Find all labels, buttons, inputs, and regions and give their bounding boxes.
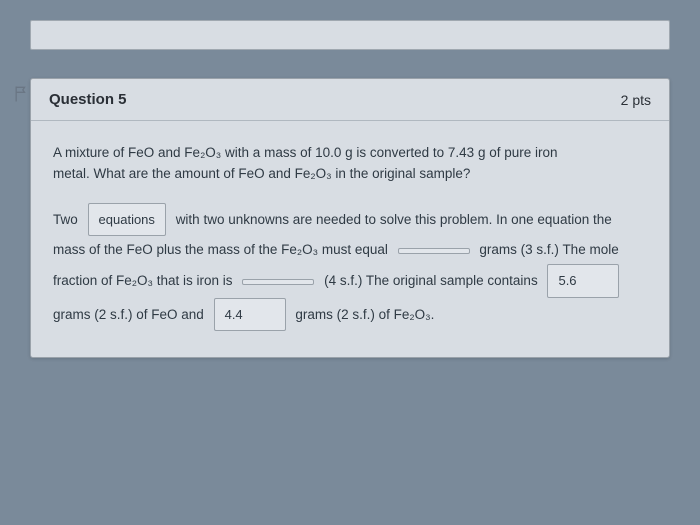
flag-icon[interactable]	[12, 84, 32, 109]
blank-5[interactable]: 4.4	[214, 298, 286, 331]
flow-text: (4 s.f.) The original sample contains	[324, 273, 538, 288]
question-header: Question 5 2 pts	[31, 79, 669, 121]
question-number: Question 5	[49, 91, 127, 108]
question-card: Question 5 2 pts A mixture of FeO and Fe…	[30, 78, 670, 358]
blank-1[interactable]: equations	[88, 203, 166, 236]
stem-line-2: metal. What are the amount of FeO and Fe…	[53, 166, 470, 181]
flow-text: with two unknowns are needed to solve th…	[176, 212, 508, 227]
previous-question-box	[30, 20, 670, 50]
blank-2[interactable]	[398, 248, 470, 254]
flow-text: grams (2	[53, 307, 106, 322]
flow-text: s.f.) of FeO and	[110, 307, 204, 322]
flow-text: grams (2 s.f.) of Fe₂O₃.	[295, 307, 434, 322]
blank-3[interactable]	[242, 279, 314, 285]
fill-in-flow: Two equations with two unknowns are need…	[53, 212, 625, 322]
question-body: A mixture of FeO and Fe₂O₃ with a mass o…	[31, 121, 669, 357]
blank-4[interactable]: 5.6	[547, 264, 619, 297]
flow-text: Two	[53, 212, 78, 227]
question-points: 2 pts	[621, 92, 651, 108]
stem-line-1: A mixture of FeO and Fe₂O₃ with a mass o…	[53, 145, 558, 160]
question-stem: A mixture of FeO and Fe₂O₃ with a mass o…	[53, 143, 647, 185]
